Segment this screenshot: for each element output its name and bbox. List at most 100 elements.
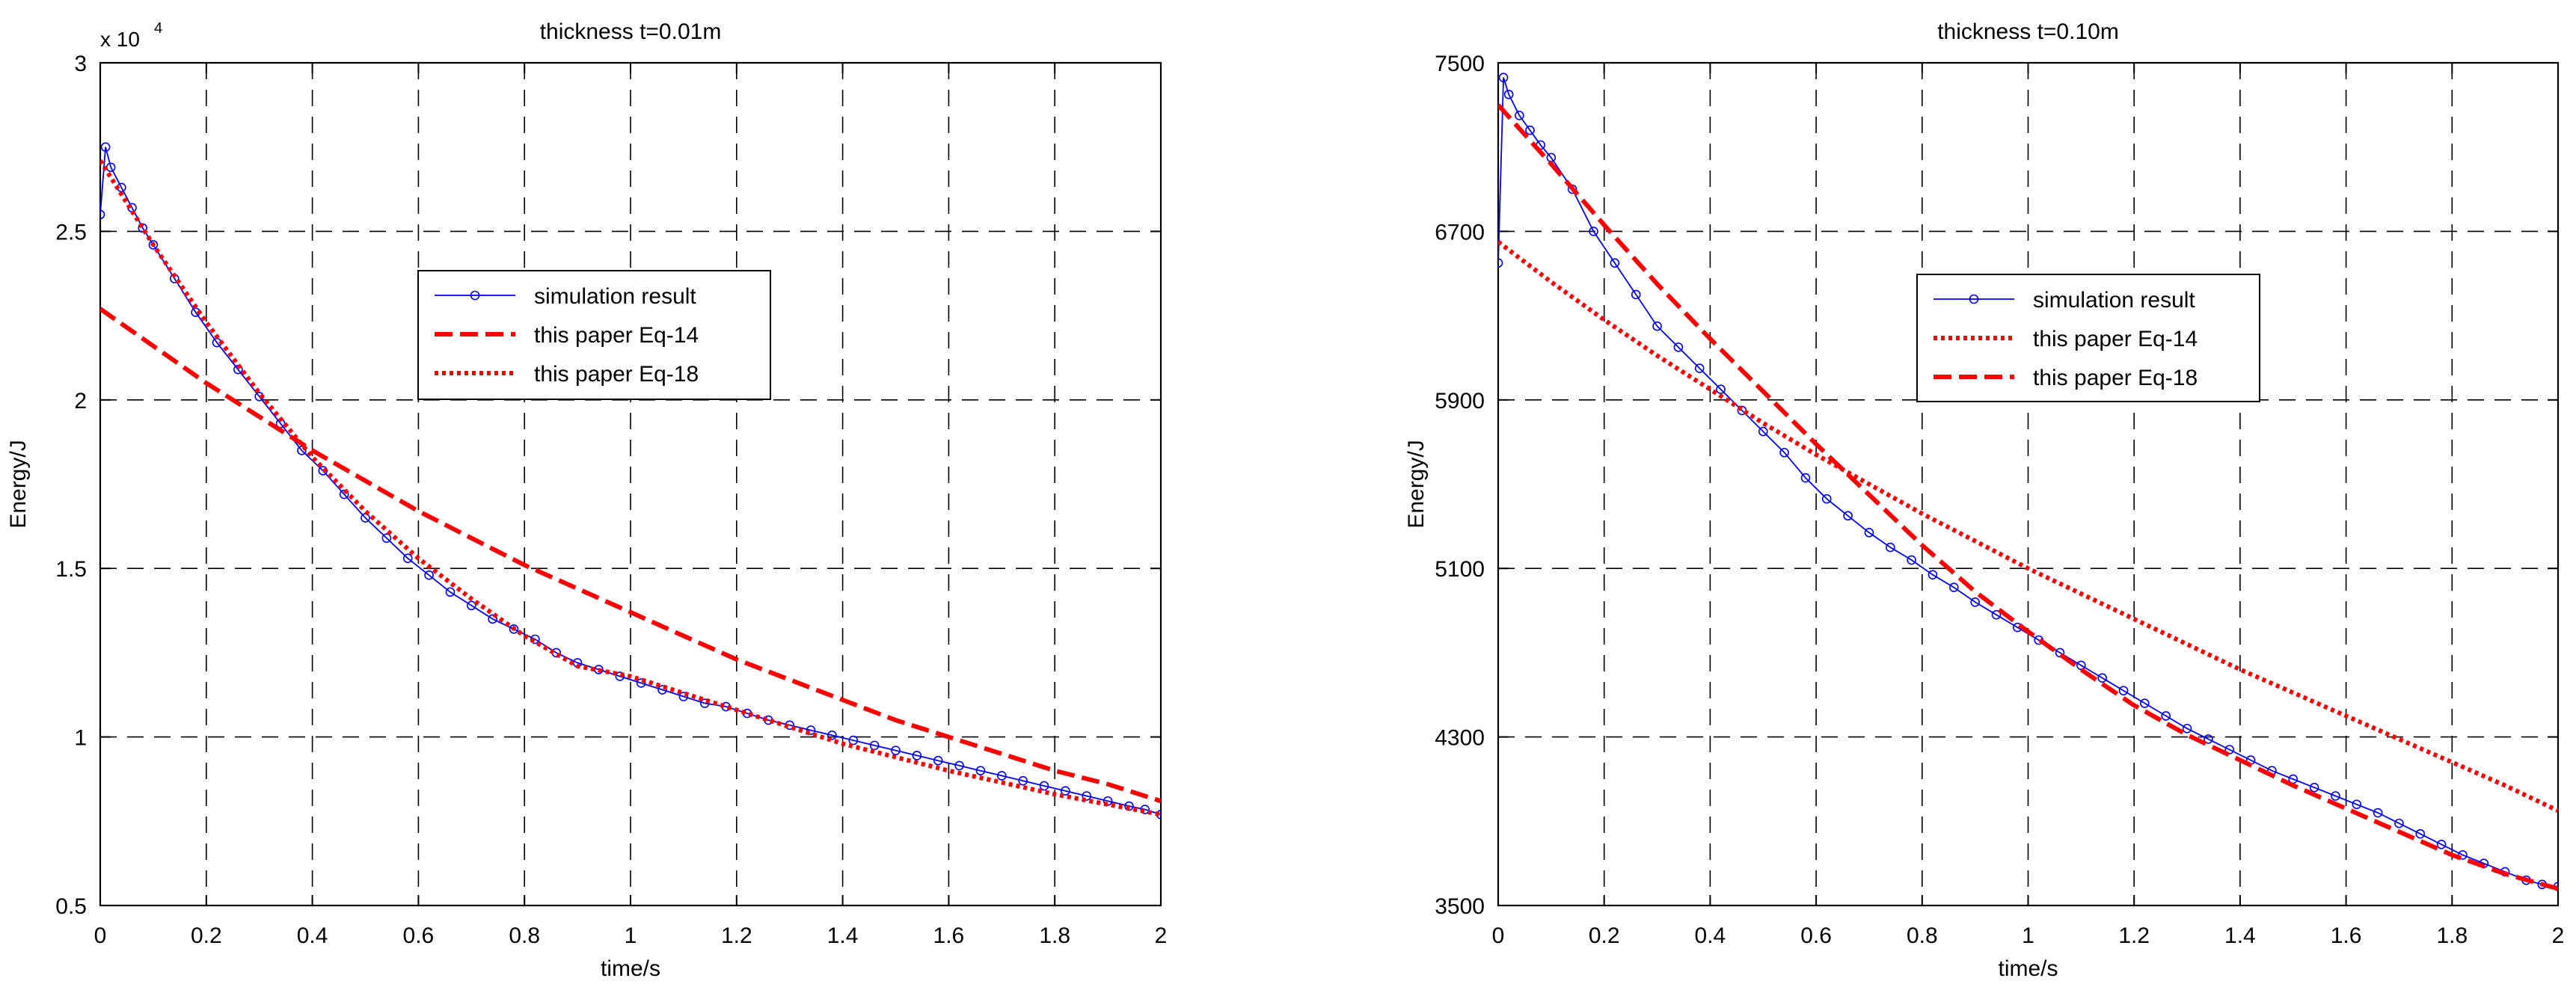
x-tick-label: 1.6: [2331, 923, 2362, 948]
series-marker: [2140, 698, 2150, 708]
series-dashed-line: [1498, 103, 2558, 891]
series-marker: [1779, 447, 1789, 458]
series-marker: [2097, 673, 2107, 683]
series-marker: [1610, 258, 1620, 268]
x-tick-label: 0.2: [1589, 923, 1620, 948]
y-axis-label: Energy/J: [1404, 440, 1429, 528]
x-tick-label: 2: [1155, 923, 1168, 948]
x-tick-label: 0.8: [509, 923, 540, 948]
x-tick-label: 1.4: [827, 923, 859, 948]
legend-marker: [470, 290, 480, 301]
series-marker: [1082, 791, 1092, 801]
x-axis-label: time/s: [1998, 956, 2058, 981]
x-tick-label: 0.4: [297, 923, 328, 948]
series-marker: [100, 209, 105, 220]
series-marker: [1103, 796, 1113, 806]
legend-marker: [1969, 294, 1979, 304]
series-marker: [2309, 782, 2319, 793]
x-tick-label: 1.8: [2436, 923, 2468, 948]
series-marker: [2436, 839, 2447, 849]
series-marker: [1503, 89, 1514, 99]
y-tick-label: 1: [74, 726, 87, 751]
series-marker: [1140, 805, 1150, 814]
series-marker: [2373, 808, 2383, 818]
x-tick-label: 1.4: [2224, 923, 2256, 948]
series-group: [1498, 73, 2558, 891]
x-tick-label: 1.8: [1039, 923, 1070, 948]
series-marker: [1907, 555, 1916, 565]
series-dashed-line: [100, 307, 1161, 804]
series-marker: [1589, 227, 1598, 236]
series-marker: [1515, 111, 1524, 120]
x-tick-label: 1.2: [721, 923, 752, 948]
series-marker: [2204, 734, 2213, 744]
y-exponent-power: 4: [154, 20, 162, 37]
series-marker: [402, 553, 413, 563]
series-marker: [615, 671, 625, 681]
series-marker: [381, 533, 392, 543]
legend-label: this paper Eq-18: [2033, 366, 2198, 390]
x-tick-label: 1.6: [933, 923, 965, 948]
y-tick-label: 0.5: [55, 894, 87, 919]
series-marker: [827, 731, 837, 740]
y-axis-label: Energy/J: [6, 440, 31, 528]
series-marker: [933, 755, 943, 766]
series-marker: [424, 570, 434, 580]
series-marker: [1018, 775, 1028, 786]
legend-label: simulation result: [2033, 288, 2195, 313]
chart-title: thickness t=0.10m: [1937, 19, 2119, 44]
series-marker: [1039, 781, 1049, 791]
series-marker: [1991, 609, 2002, 620]
series-marker: [466, 600, 476, 611]
x-tick-label: 0.8: [1907, 923, 1938, 948]
series-marker: [1864, 528, 1874, 538]
series-marker: [1928, 570, 1938, 579]
series-marker: [530, 634, 540, 645]
series-marker: [1821, 494, 1832, 504]
x-axis-label: time/s: [601, 956, 660, 981]
y-tick-label: 7500: [1435, 52, 1485, 76]
series-marker: [1652, 321, 1662, 331]
series-marker: [509, 624, 519, 634]
y-tick-label: 2.5: [55, 220, 87, 245]
series-marker: [848, 735, 859, 745]
y-tick-label: 3: [74, 52, 87, 76]
x-tick-label: 1.2: [2118, 923, 2150, 948]
series-marker: [1061, 786, 1070, 796]
series-marker: [891, 745, 901, 755]
x-tick-label: 0.6: [403, 923, 435, 948]
x-tick-label: 1: [625, 923, 637, 948]
x-tick-label: 0.4: [1695, 923, 1726, 948]
series-simulation-line: [1498, 77, 2558, 888]
series-marker: [1498, 73, 1509, 83]
series-marker: [2118, 686, 2129, 695]
y-tick-label: 1.5: [55, 557, 87, 582]
x-tick-label: 2: [2552, 923, 2565, 948]
y-tick-label: 5100: [1435, 557, 1485, 582]
legend-label: this paper Eq-14: [534, 323, 699, 348]
legend-label: simulation result: [534, 284, 696, 309]
chart-title: thickness t=0.01m: [540, 19, 722, 44]
series-marker: [2415, 828, 2426, 839]
series-marker: [148, 240, 159, 250]
series-marker: [1970, 597, 1980, 607]
x-tick-label: 0: [1492, 923, 1505, 948]
series-marker: [912, 751, 922, 760]
series-marker: [1673, 342, 1684, 352]
y-tick-label: 6700: [1435, 220, 1485, 245]
series-marker: [2224, 745, 2235, 754]
series-marker: [2394, 818, 2404, 828]
series-marker: [2352, 799, 2362, 810]
x-tick-label: 0.2: [191, 923, 222, 948]
series-marker: [657, 685, 667, 695]
x-tick-label: 0: [94, 923, 107, 948]
series-marker: [1631, 289, 1641, 300]
series-marker: [339, 489, 349, 499]
chart-right-panel: 0 0.2 0.4 0.6 0.8 1 1.2 1.4 1.6 1.8 2 3500 4300 5100 5…: [1404, 19, 2564, 981]
series-marker: [2161, 711, 2171, 721]
series-marker: [2331, 791, 2340, 801]
series-marker: [1525, 125, 1535, 135]
y-tick-label: 3500: [1435, 894, 1485, 919]
